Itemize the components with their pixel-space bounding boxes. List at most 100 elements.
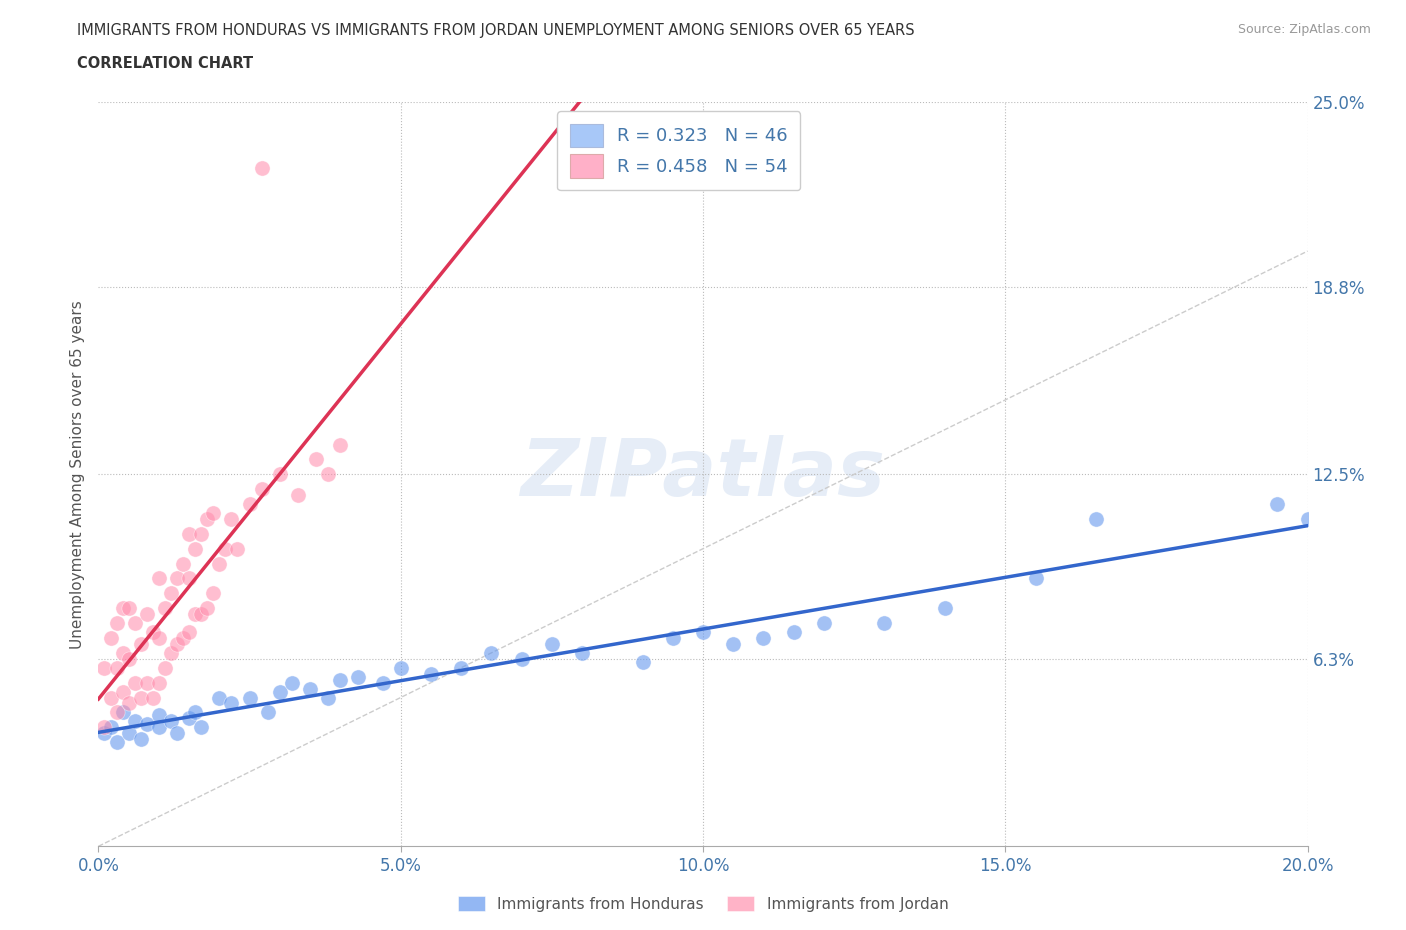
Point <box>184 705 207 720</box>
Point <box>179 711 201 725</box>
Point <box>118 651 141 666</box>
Point <box>160 586 183 601</box>
Point <box>661 631 683 645</box>
Point <box>329 672 352 687</box>
Point <box>166 725 188 740</box>
Point <box>202 586 225 601</box>
Point <box>172 631 194 645</box>
Point <box>250 482 273 497</box>
Point <box>221 696 243 711</box>
Point <box>124 675 146 690</box>
Text: ZIPatlas: ZIPatlas <box>520 435 886 513</box>
Point <box>250 160 273 175</box>
Point <box>93 720 115 735</box>
Point <box>118 601 141 616</box>
Point <box>226 541 249 556</box>
Point <box>190 606 212 621</box>
Point <box>135 717 157 732</box>
Point <box>184 541 207 556</box>
Point <box>571 645 593 660</box>
Point <box>873 616 896 631</box>
Point <box>148 631 170 645</box>
Point <box>316 467 339 482</box>
Point <box>124 714 146 729</box>
Point <box>148 708 170 723</box>
Point <box>450 660 472 675</box>
Text: CORRELATION CHART: CORRELATION CHART <box>77 56 253 71</box>
Text: Source: ZipAtlas.com: Source: ZipAtlas.com <box>1237 23 1371 36</box>
Point <box>190 526 212 541</box>
Point <box>129 732 152 747</box>
Point <box>148 675 170 690</box>
Point <box>105 616 128 631</box>
Point <box>111 601 134 616</box>
Point <box>305 452 328 467</box>
Point <box>135 606 157 621</box>
Point <box>153 660 176 675</box>
Point <box>316 690 339 705</box>
Point <box>148 571 170 586</box>
Point <box>287 487 309 502</box>
Point <box>202 506 225 521</box>
Point <box>166 571 188 586</box>
Point <box>281 675 304 690</box>
Point <box>142 625 165 640</box>
Y-axis label: Unemployment Among Seniors over 65 years: Unemployment Among Seniors over 65 years <box>69 300 84 649</box>
Point <box>813 616 835 631</box>
Point <box>256 705 278 720</box>
Point <box>269 684 291 699</box>
Point <box>105 735 128 750</box>
Point <box>371 675 394 690</box>
Point <box>195 601 218 616</box>
Point <box>1024 571 1046 586</box>
Point <box>93 725 115 740</box>
Point <box>111 645 134 660</box>
Point <box>347 670 370 684</box>
Point <box>1267 497 1289 512</box>
Point <box>172 556 194 571</box>
Point <box>208 690 231 705</box>
Point <box>723 636 745 651</box>
Point <box>214 541 236 556</box>
Point <box>184 606 207 621</box>
Point <box>329 437 352 452</box>
Point <box>100 631 122 645</box>
Point <box>269 467 291 482</box>
Point <box>142 690 165 705</box>
Point <box>195 512 218 526</box>
Point <box>135 675 157 690</box>
Point <box>93 660 115 675</box>
Point <box>111 684 134 699</box>
Point <box>420 666 443 681</box>
Point <box>105 660 128 675</box>
Point <box>934 601 956 616</box>
Point <box>100 720 122 735</box>
Point <box>179 571 201 586</box>
Point <box>179 526 201 541</box>
Point <box>105 705 128 720</box>
Text: IMMIGRANTS FROM HONDURAS VS IMMIGRANTS FROM JORDAN UNEMPLOYMENT AMONG SENIORS OV: IMMIGRANTS FROM HONDURAS VS IMMIGRANTS F… <box>77 23 915 38</box>
Point <box>118 725 141 740</box>
Point <box>540 636 562 651</box>
Point <box>239 497 262 512</box>
Point <box>160 645 183 660</box>
Point <box>752 631 775 645</box>
Legend: Immigrants from Honduras, Immigrants from Jordan: Immigrants from Honduras, Immigrants fro… <box>451 889 955 918</box>
Point <box>631 655 654 670</box>
Point <box>208 556 231 571</box>
Legend: R = 0.323   N = 46, R = 0.458   N = 54: R = 0.323 N = 46, R = 0.458 N = 54 <box>557 112 800 191</box>
Point <box>783 625 806 640</box>
Point <box>1296 512 1319 526</box>
Point <box>239 690 262 705</box>
Point <box>160 714 183 729</box>
Point <box>179 625 201 640</box>
Point <box>389 660 412 675</box>
Point <box>1085 512 1108 526</box>
Point <box>166 636 188 651</box>
Point <box>124 616 146 631</box>
Point <box>100 690 122 705</box>
Point <box>299 681 322 696</box>
Point <box>153 601 176 616</box>
Point <box>510 651 533 666</box>
Point <box>111 705 134 720</box>
